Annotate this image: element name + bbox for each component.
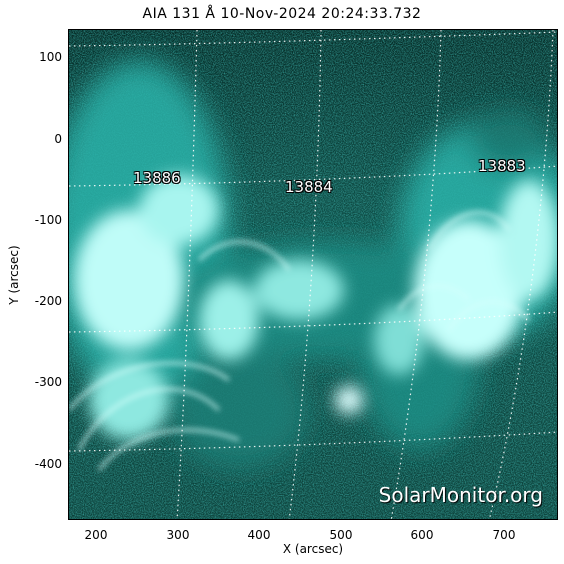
x-axis-label: X (arcsec) <box>282 542 344 556</box>
y-tick-label: 0 <box>54 132 62 146</box>
solarmonitor-watermark: SolarMonitor.org <box>378 483 543 507</box>
x-tick-label: 700 <box>492 528 516 542</box>
x-tick-label: 400 <box>247 528 271 542</box>
solar-image-panel: 13886 13884 13883 SolarMonitor.org <box>68 29 558 520</box>
x-tick-label: 200 <box>84 528 108 542</box>
y-tick-label: 100 <box>39 50 62 64</box>
x-tick-label: 300 <box>166 528 190 542</box>
image-title: AIA 131 Å 10-Nov-2024 20:24:33.732 <box>142 6 422 22</box>
active-region-label: 13883 <box>478 157 526 175</box>
y-tick-label: -400 <box>34 457 62 471</box>
solar-euv-image <box>69 30 557 519</box>
y-axis-label: Y (arcsec) <box>7 245 21 305</box>
y-tick-label: -300 <box>34 375 62 389</box>
y-tick-label: -200 <box>34 294 62 308</box>
active-region-label: 13886 <box>133 169 181 187</box>
y-tick-label: -100 <box>34 213 62 227</box>
active-region-label: 13884 <box>285 178 333 196</box>
x-tick-label: 600 <box>410 528 434 542</box>
x-tick-label: 500 <box>329 528 353 542</box>
